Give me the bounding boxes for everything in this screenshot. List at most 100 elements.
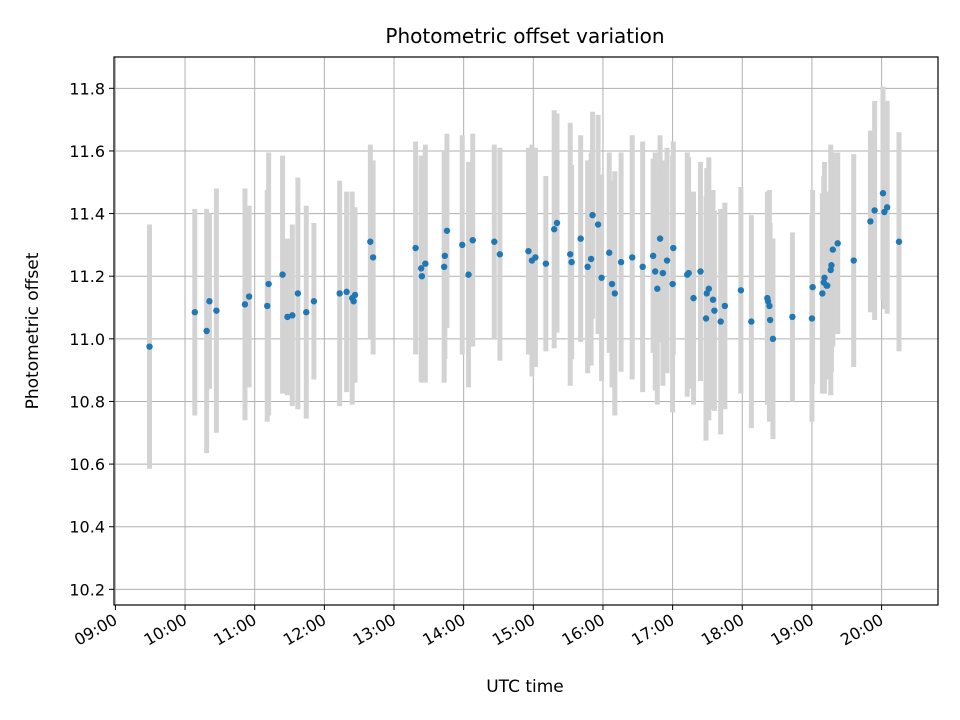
- data-point: [422, 260, 429, 267]
- y-tick-label: 11.8: [69, 79, 105, 98]
- data-point: [532, 254, 539, 261]
- data-point: [883, 204, 891, 211]
- data-point: [294, 290, 302, 297]
- y-tick-label: 10.8: [69, 392, 105, 411]
- data-point: [659, 269, 667, 277]
- data-point: [351, 291, 359, 299]
- data-point: [584, 263, 591, 271]
- data-point: [289, 312, 296, 319]
- y-axis-ticks: 10.2 10.4 10.6 10.8 11.0 11.2 11.4 11.6 11.8: [69, 79, 114, 599]
- data-point: [881, 208, 888, 216]
- data-point: [821, 274, 828, 281]
- data-point: [766, 316, 774, 324]
- data-point: [310, 298, 318, 305]
- data-point: [496, 251, 504, 258]
- data-point: [709, 296, 717, 303]
- data-point: [191, 309, 198, 316]
- data-point: [639, 263, 646, 271]
- data-point: [265, 280, 272, 288]
- data-points: [146, 190, 903, 350]
- data-point: [829, 246, 837, 253]
- data-point: [608, 280, 616, 288]
- x-axis-title: UTC time: [486, 677, 564, 697]
- data-point: [629, 254, 636, 261]
- data-point: [525, 247, 532, 255]
- data-point: [879, 190, 887, 197]
- data-point: [649, 252, 657, 260]
- data-point: [587, 255, 595, 263]
- data-point: [748, 318, 755, 325]
- data-point: [697, 268, 704, 275]
- y-tick-label: 11.4: [69, 205, 105, 224]
- data-point: [656, 235, 664, 242]
- data-point: [279, 271, 286, 278]
- data-point: [343, 288, 350, 296]
- data-point: [418, 273, 426, 280]
- data-point: [669, 280, 676, 288]
- data-point: [213, 307, 220, 314]
- data-point: [577, 235, 584, 242]
- data-point: [553, 219, 561, 227]
- data-point: [594, 221, 602, 228]
- data-point: [303, 309, 310, 316]
- data-point: [350, 298, 357, 305]
- data-point: [412, 244, 419, 252]
- data-point: [808, 315, 816, 322]
- data-point: [367, 238, 374, 245]
- data-point: [827, 266, 834, 274]
- data-point: [717, 318, 724, 325]
- data-point: [895, 238, 903, 245]
- data-point: [834, 240, 841, 247]
- data-point: [146, 343, 153, 350]
- y-tick-label: 10.2: [69, 580, 105, 599]
- data-point: [567, 251, 574, 258]
- data-point: [440, 263, 448, 271]
- data-point: [241, 301, 249, 308]
- data-point: [705, 285, 713, 292]
- data-point: [491, 238, 498, 245]
- data-point: [766, 302, 773, 310]
- plot-frame: [113, 56, 939, 606]
- data-point: [465, 271, 472, 278]
- data-point: [264, 302, 271, 310]
- y-axis-title: Photometric offset: [23, 252, 43, 409]
- y-tick-label: 11.2: [69, 267, 105, 286]
- data-point: [369, 254, 377, 261]
- data-point: [611, 290, 619, 297]
- data-point: [819, 290, 826, 297]
- data-point: [828, 262, 835, 269]
- data-point: [417, 265, 425, 272]
- data-point: [654, 285, 661, 292]
- data-point: [606, 249, 613, 256]
- data-point: [769, 335, 777, 343]
- data-point: [206, 298, 213, 305]
- data-point: [867, 218, 874, 225]
- data-point: [871, 207, 878, 214]
- data-point: [809, 283, 816, 291]
- data-point: [702, 315, 710, 322]
- data-point: [568, 258, 575, 266]
- data-point: [441, 252, 449, 260]
- data-point: [284, 313, 291, 321]
- data-point: [737, 287, 745, 294]
- data-point: [551, 226, 558, 233]
- data-point: [589, 211, 596, 219]
- data-point: [542, 260, 550, 267]
- data-point: [336, 290, 343, 297]
- data-point: [203, 327, 210, 335]
- data-point: [824, 282, 831, 289]
- data-point: [652, 268, 659, 275]
- chart-title: Photometric offset variation: [385, 24, 664, 48]
- data-point: [443, 227, 451, 234]
- y-tick-label: 11.6: [69, 142, 105, 161]
- data-point: [711, 307, 718, 314]
- data-point: [721, 302, 729, 310]
- data-point: [685, 269, 692, 277]
- data-point: [598, 274, 605, 281]
- data-point: [663, 257, 671, 264]
- data-point: [789, 313, 796, 321]
- y-tick-label: 10.6: [69, 455, 105, 474]
- data-point: [850, 257, 857, 264]
- data-point: [617, 258, 625, 266]
